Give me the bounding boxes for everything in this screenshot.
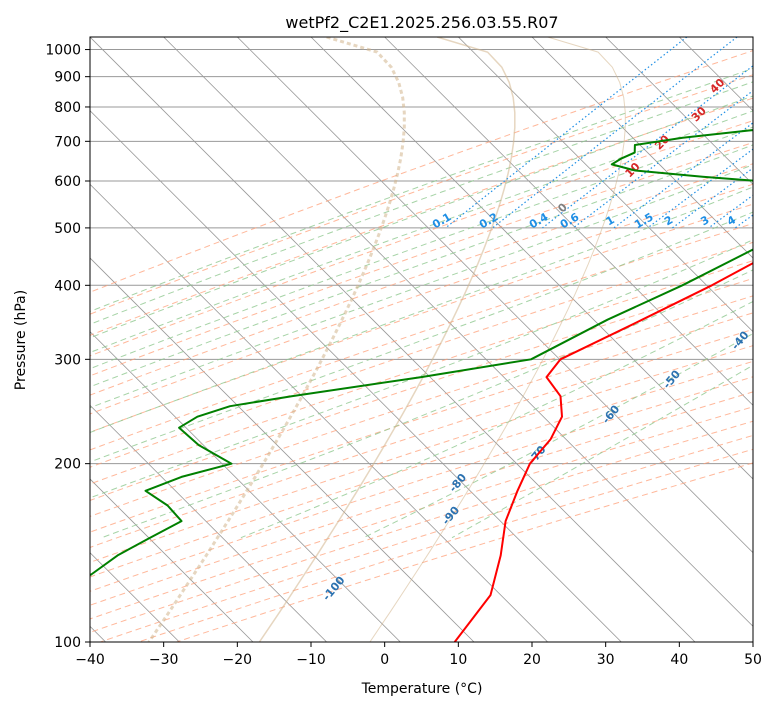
temperature-line (453, 261, 753, 642)
dry-adiabat-label: -80 (446, 471, 469, 495)
dry-adiabat (90, 222, 753, 451)
isotherm (679, 37, 753, 112)
reference-arc (258, 37, 516, 642)
isotherm (384, 37, 753, 406)
moist-adiabat (90, 95, 753, 339)
dry-adiabat (90, 241, 753, 468)
chart-title: wetPf2_C2E1.2025.256.03.55.R07 (285, 13, 558, 33)
mixing-ratio-line (492, 37, 738, 229)
x-tick-label: 50 (744, 652, 762, 668)
dry-adiabat-label: -90 (439, 504, 462, 528)
dry-adiabat (100, 434, 753, 642)
mixing-ratio-label: 1 (604, 213, 617, 228)
isotherm (90, 331, 401, 642)
moist-adiabat (90, 186, 753, 434)
moist-adiabat (90, 144, 753, 388)
dry-adiabat-label: -50 (660, 367, 683, 391)
isotherm (90, 478, 254, 642)
dry-adiabat (90, 360, 753, 578)
x-tick-label: 30 (597, 652, 615, 668)
isotherm (605, 37, 753, 185)
dry-adiabat (90, 74, 753, 315)
y-tick-label: 400 (54, 278, 81, 294)
y-tick-label: 1000 (45, 43, 81, 59)
mixing-ratio-line (734, 214, 753, 229)
isotherm (310, 37, 753, 480)
moist-adiabat (90, 239, 753, 499)
mixing-ratio-line (672, 167, 753, 229)
moist-adiabat (90, 67, 753, 313)
moist-adiabat (90, 81, 753, 325)
isotherm (90, 257, 475, 642)
isotherm (90, 404, 327, 642)
moist-adiabat (90, 126, 753, 370)
mixing-ratio-label: 3 (698, 213, 711, 228)
moist-adiabat (90, 211, 753, 463)
y-tick-label: 300 (54, 352, 81, 368)
isotherm (531, 37, 753, 259)
x-tick-label: 10 (449, 652, 467, 668)
moist-adiabat (90, 164, 753, 409)
dry-adiabat (90, 295, 753, 517)
isotherm (458, 37, 753, 333)
dry-adiabat (90, 376, 753, 592)
plot-clip-group: 0.10.20.40.611.52346810131620253036-100-… (90, 37, 775, 642)
dry-adiabat (90, 312, 753, 533)
plot-area: 0.10.20.40.611.52346810131620253036-100-… (90, 37, 775, 642)
moist-adiabat (101, 269, 753, 539)
moist-adiabat (451, 364, 753, 539)
dry-adiabat-label: -100 (320, 574, 348, 604)
dry-adiabat (90, 203, 753, 433)
dry-adiabat (90, 97, 753, 336)
dry-adiabat (90, 260, 753, 485)
dry-adiabat (90, 183, 753, 415)
y-tick-label: 800 (54, 100, 81, 116)
y-tick-label: 700 (54, 134, 81, 150)
axes: −40 −30 −20 −10 0 10 20 30 40 50 100 200 300 400 500 60… (45, 36, 762, 668)
mixing-ratio-label: 2 (662, 213, 675, 228)
mixing-ratio-label: 6 (764, 213, 775, 228)
x-tick-label: −40 (75, 652, 105, 668)
x-tick-label: 40 (670, 652, 688, 668)
dry-adiabat (90, 277, 753, 501)
isotherm (90, 183, 548, 642)
x-axis-label: Temperature (°C) (361, 681, 483, 697)
y-tick-label: 600 (54, 174, 81, 190)
reference-arc (369, 37, 626, 642)
isotherm (163, 37, 753, 627)
y-tick-label: 500 (54, 221, 81, 237)
dry-adiabat (90, 420, 753, 633)
dry-adiabat (90, 391, 753, 606)
dry-adiabat (138, 448, 753, 642)
dry-adiabat (90, 345, 753, 563)
moist-adiabat (90, 110, 753, 354)
y-tick-label: 900 (54, 70, 81, 86)
dewpoint-line (90, 129, 753, 576)
x-tick-label: −10 (296, 652, 326, 668)
mixing-ratio-label: 4 (725, 213, 738, 228)
x-tick-label: −20 (223, 652, 253, 668)
dry-adiabat (90, 142, 753, 377)
dry-adiabat (90, 163, 753, 396)
x-tick-label: 20 (523, 652, 541, 668)
dry-adiabat-label: -40 (729, 328, 752, 352)
dry-adiabat (176, 462, 753, 642)
isotherm (752, 37, 753, 38)
mixing-ratio-line (572, 89, 753, 229)
y-tick-label: 100 (54, 635, 81, 651)
moist-adiabat (363, 333, 753, 539)
isotherm (237, 37, 753, 554)
dry-adiabat (90, 50, 753, 293)
mixing-ratio-line (542, 65, 753, 229)
dry-adiabat (90, 120, 753, 357)
dry-adiabat (90, 328, 753, 548)
y-tick-label: 200 (54, 457, 81, 473)
isotherm (90, 37, 696, 642)
x-tick-label: 0 (380, 652, 389, 668)
x-tick-label: −30 (149, 652, 179, 668)
y-axis-label: Pressure (hPa) (13, 290, 29, 390)
plot-frame (89, 36, 754, 643)
isotherm (90, 110, 622, 642)
